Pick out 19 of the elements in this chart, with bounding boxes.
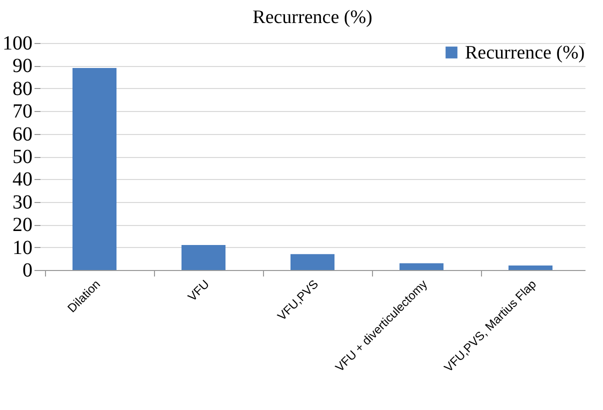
x-tick-label: VFU [185,277,212,304]
y-tick-label: 50 [12,146,32,168]
bar [72,68,116,270]
bar [182,245,226,270]
bar [400,263,444,270]
y-tick-label: 70 [12,100,32,123]
y-tick-label: 100 [2,32,32,54]
legend-label: Recurrence (%) [465,42,585,64]
y-tick-label: 80 [12,78,32,100]
y-tick-label: 90 [12,55,32,78]
bar [508,265,552,270]
y-tick-label: 10 [12,236,32,259]
y-tick-label: 40 [12,168,32,191]
y-tick-label: 0 [22,260,32,282]
y-tick-label: 30 [12,191,32,214]
bar [290,254,334,270]
y-tick-label: 60 [12,123,32,146]
y-tick-label: 20 [12,214,32,236]
chart-title: Recurrence (%) [252,7,372,28]
